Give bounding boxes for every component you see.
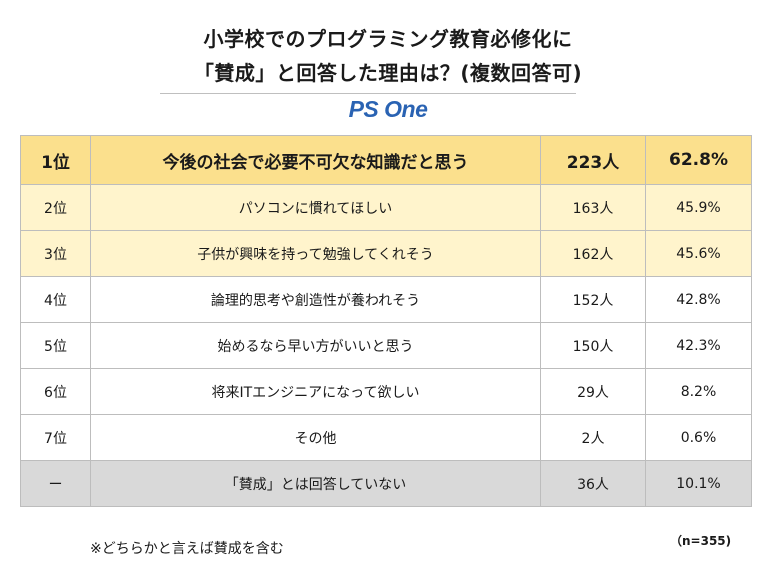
percent-cell: 0.6%	[645, 414, 752, 461]
table-row: 2位 パソコンに慣れてほしい 163人 45.9%	[20, 184, 752, 231]
rank-cell: 4位	[20, 276, 91, 323]
percent-cell: 8.2%	[645, 368, 752, 415]
percent-cell: 10.1%	[645, 460, 752, 507]
count-cell: 2人	[540, 414, 646, 461]
reason-cell: 「賛成」とは回答していない	[90, 460, 541, 507]
title-line-1: 小学校でのプログラミング教育必修化に	[203, 27, 573, 51]
rank-cell: ー	[20, 460, 91, 507]
reason-cell: 今後の社会で必要不可欠な知識だと思う	[90, 135, 541, 185]
count-cell: 29人	[540, 368, 646, 415]
count-cell: 152人	[540, 276, 646, 323]
footnote: ※どちらかと言えば賛成を含む	[90, 541, 284, 557]
table-row: 7位 その他 2人 0.6%	[20, 414, 752, 461]
table-row: 1位 今後の社会で必要不可欠な知識だと思う 223人 62.8%	[20, 135, 752, 185]
percent-cell: 42.3%	[645, 322, 752, 369]
percent-cell: 62.8%	[645, 135, 752, 185]
count-cell: 163人	[540, 184, 646, 231]
table-row: 3位 子供が興味を持って勉強してくれそう 162人 45.6%	[20, 230, 752, 277]
rank-cell: 1位	[20, 135, 91, 185]
table-row: 5位 始めるなら早い方がいいと思う 150人 42.3%	[20, 322, 752, 369]
reason-cell: 子供が興味を持って勉強してくれそう	[90, 230, 541, 277]
table-row: 6位 将来ITエンジニアになって欲しい 29人 8.2%	[20, 368, 752, 415]
count-cell: 36人	[540, 460, 646, 507]
count-cell: 223人	[540, 135, 646, 185]
chart-title: 小学校でのプログラミング教育必修化に 「賛成」と回答した理由は？(複数回答可)	[0, 22, 776, 90]
sample-size: （n=355)	[670, 534, 732, 548]
table-row: 4位 論理的思考や創造性が養われそう 152人 42.8%	[20, 276, 752, 323]
reason-cell: 論理的思考や創造性が養われそう	[90, 276, 541, 323]
ranking-table-body: 1位 今後の社会で必要不可欠な知識だと思う 223人 62.8% 2位 パソコンに慣れてほ…	[20, 135, 752, 507]
percent-cell: 45.9%	[645, 184, 752, 231]
title-line-2: 「賛成」と回答した理由は？(複数回答可)	[193, 61, 583, 85]
reason-cell: 将来ITエンジニアになって欲しい	[90, 368, 541, 415]
table-row: ー「賛成」とは回答していない 36人 10.1%	[20, 460, 752, 507]
reason-cell: 始めるなら早い方がいいと思う	[90, 322, 541, 369]
rank-cell: 6位	[20, 368, 91, 415]
count-cell: 150人	[540, 322, 646, 369]
title-divider	[160, 93, 576, 94]
percent-cell: 42.8%	[645, 276, 752, 323]
rank-cell: 7位	[20, 414, 91, 461]
rank-cell: 5位	[20, 322, 91, 369]
brand-logo: PS One	[348, 96, 428, 122]
reason-cell: パソコンに慣れてほしい	[90, 184, 541, 231]
count-cell: 162人	[540, 230, 646, 277]
ranking-table: 1位 今後の社会で必要不可欠な知識だと思う 223人 62.8% 2位 パソコンに慣れてほ…	[20, 135, 752, 507]
reason-cell: その他	[90, 414, 541, 461]
percent-cell: 45.6%	[645, 230, 752, 277]
rank-cell: 2位	[20, 184, 91, 231]
rank-cell: 3位	[20, 230, 91, 277]
